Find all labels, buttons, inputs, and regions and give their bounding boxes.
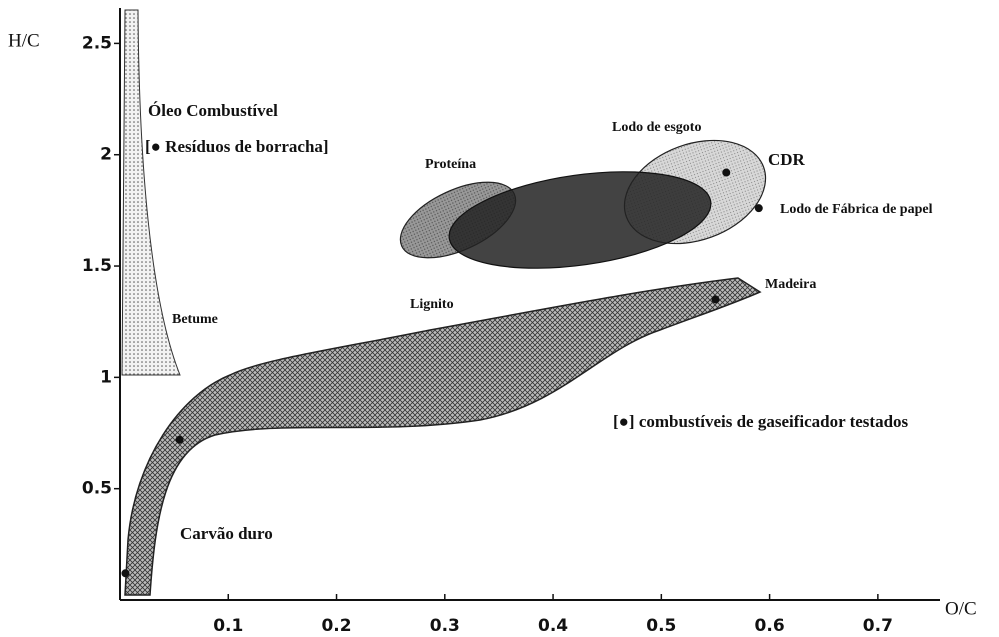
x-tick-label: 0.3 — [430, 616, 460, 636]
sewage-sludge-region — [448, 171, 712, 269]
coal-lignite-wood-region — [124, 277, 762, 596]
annotation: Lignito — [410, 297, 454, 312]
y-tick-label: 1 — [100, 367, 112, 387]
y-tick-label: 1.5 — [82, 256, 112, 276]
data-point — [121, 569, 130, 578]
annotation: Lodo de esgoto — [612, 120, 701, 135]
annotation: Óleo Combustível — [148, 101, 278, 120]
x-tick-label: 0.5 — [646, 616, 676, 636]
regions — [121, 9, 767, 596]
y-axis-label: H/C — [8, 30, 40, 51]
x-tick-label: 0.7 — [863, 616, 893, 636]
data-point — [175, 435, 184, 444]
annotation: Madeira — [765, 277, 816, 292]
oil-bitumen-region — [121, 9, 181, 376]
annotation: CDR — [768, 150, 806, 169]
y-tick-label: 2 — [100, 145, 112, 165]
x-tick-label: 0.6 — [755, 616, 785, 636]
annotation: Carvão duro — [180, 524, 273, 543]
annotation: [●] combustíveis de gaseificador testado… — [613, 412, 909, 431]
annotation: Proteína — [425, 157, 476, 172]
x-tick-label: 0.1 — [213, 616, 243, 636]
x-tick-label: 0.2 — [321, 616, 351, 636]
data-point — [722, 168, 731, 177]
y-tick-label: 0.5 — [82, 479, 112, 499]
annotation: [● Resíduos de borracha] — [145, 137, 329, 156]
y-tick-label: 2.5 — [82, 33, 112, 53]
data-point — [754, 204, 763, 213]
annotation: Lodo de Fábrica de papel — [780, 202, 933, 217]
annotation: Betume — [172, 312, 218, 327]
x-axis-label: O/C — [945, 598, 977, 619]
data-point — [711, 295, 720, 304]
x-tick-label: 0.4 — [538, 616, 568, 636]
